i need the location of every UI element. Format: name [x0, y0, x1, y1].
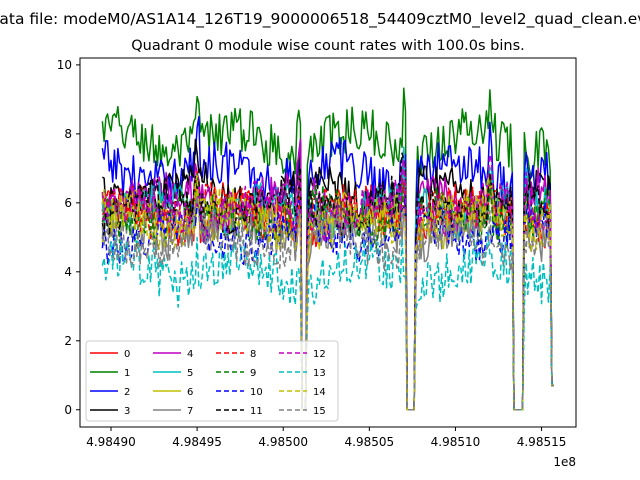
legend-label-0: 0 [124, 349, 130, 360]
legend-label-4: 4 [187, 349, 193, 360]
figure-suptitle: Data file: modeM0/AS1A14_126T19_90000065… [0, 10, 640, 29]
x-tick-label: 4.98505 [345, 435, 395, 449]
legend-label-3: 3 [124, 406, 130, 417]
series-line-12 [101, 153, 554, 411]
legend-label-2: 2 [124, 387, 130, 398]
series-layer [101, 87, 554, 411]
y-tick-label: 8 [64, 127, 72, 141]
x-tick-label: 4.98490 [86, 435, 136, 449]
series-line-15 [101, 195, 554, 411]
legend-label-6: 6 [187, 387, 193, 398]
series-line-11 [101, 152, 554, 411]
y-tick-label: 0 [64, 403, 72, 417]
axis-layer: 4.98490 4.98495 4.98500 4.98505 4.98510 4.985… [57, 58, 567, 449]
y-tick-label: 4 [64, 265, 72, 279]
legend-label-8: 8 [250, 349, 256, 360]
x-tick-label: 4.98500 [258, 435, 308, 449]
legend-label-14: 14 [313, 387, 326, 398]
legend-label-10: 10 [250, 387, 263, 398]
series-line-13 [101, 229, 554, 411]
legend-label-7: 7 [187, 406, 193, 417]
plot-frame [79, 57, 577, 428]
series-line-1 [101, 87, 554, 411]
y-tick-label: 10 [57, 58, 72, 72]
legend-frame [85, 340, 339, 422]
legend-label-15: 15 [313, 406, 326, 417]
x-tick-label: 4.98510 [431, 435, 481, 449]
legend-label-11: 11 [250, 406, 263, 417]
y-tick-label: 6 [64, 196, 72, 210]
chart-title: Quadrant 0 module wise count rates with … [131, 38, 525, 54]
x-tick-label: 4.98495 [172, 435, 222, 449]
legend-label-9: 9 [250, 368, 256, 379]
legend-label-5: 5 [187, 368, 193, 379]
legend-label-13: 13 [313, 368, 326, 379]
legend-label-12: 12 [313, 349, 326, 360]
legend-label-1: 1 [124, 368, 130, 379]
series-line-10 [101, 192, 554, 411]
y-tick-label: 2 [64, 334, 72, 348]
x-axis-offset-label: 1e8 [553, 455, 576, 469]
x-tick-label: 4.98515 [517, 435, 567, 449]
series-line-14 [101, 175, 554, 411]
